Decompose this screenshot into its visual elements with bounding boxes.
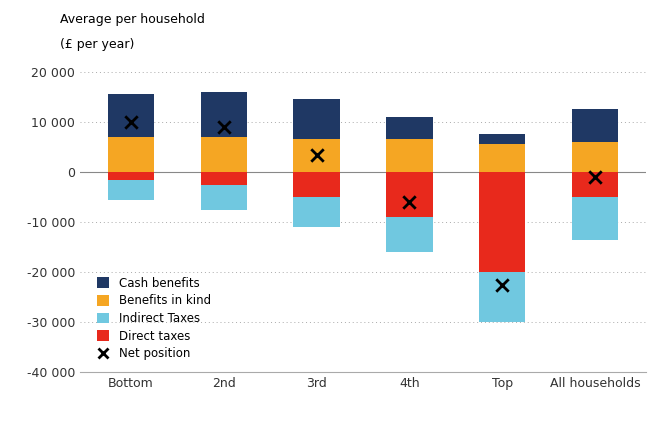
Point [497, 281, 507, 288]
Point [311, 151, 322, 158]
Bar [386, 172, 433, 217]
Bar [386, 217, 433, 252]
Bar [386, 117, 433, 140]
Bar [293, 172, 340, 197]
Bar [572, 110, 618, 142]
Bar [293, 140, 340, 172]
Bar [200, 137, 247, 172]
Bar [479, 272, 525, 322]
Bar [293, 197, 340, 227]
Bar [293, 99, 340, 140]
Point [126, 118, 137, 125]
Bar [572, 142, 618, 172]
Bar [572, 197, 618, 239]
Bar [108, 179, 154, 200]
Bar [108, 172, 154, 179]
Point [218, 124, 229, 130]
Text: Average per household: Average per household [60, 13, 205, 26]
Bar [200, 92, 247, 137]
Bar [479, 172, 525, 272]
Point [589, 173, 600, 180]
Text: (£ per year): (£ per year) [60, 38, 135, 51]
Bar [108, 137, 154, 172]
Bar [200, 172, 247, 184]
Bar [386, 140, 433, 172]
Bar [479, 135, 525, 145]
Bar [479, 145, 525, 172]
Point [404, 199, 415, 206]
Bar [572, 172, 618, 197]
Legend: Cash benefits, Benefits in kind, Indirect Taxes, Direct taxes, Net position: Cash benefits, Benefits in kind, Indirec… [91, 271, 216, 366]
Bar [200, 184, 247, 209]
Bar [108, 94, 154, 137]
